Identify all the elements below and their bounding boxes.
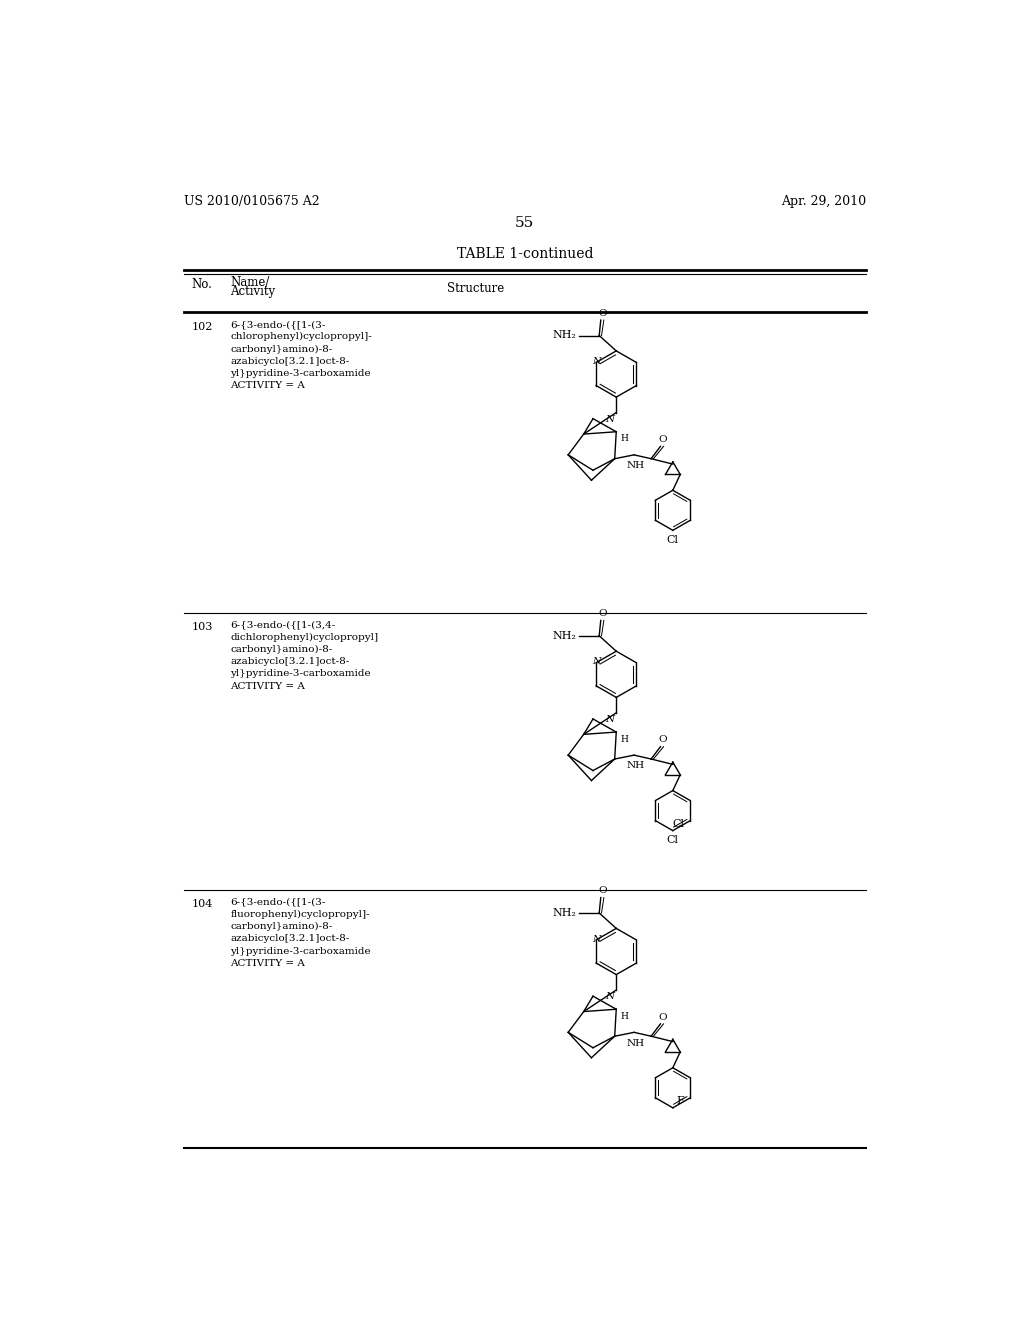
Text: O: O bbox=[598, 609, 606, 618]
Text: O: O bbox=[598, 309, 606, 318]
Text: NH: NH bbox=[627, 762, 645, 771]
Text: Activity: Activity bbox=[230, 285, 275, 298]
Text: O: O bbox=[658, 735, 667, 744]
Text: 55: 55 bbox=[515, 216, 535, 230]
Text: Name/: Name/ bbox=[230, 276, 269, 289]
Text: 6-{3-endo-({[1-(3-
chlorophenyl)cyclopropyl]-
carbonyl}amino)-8-
azabicyclo[3.2.: 6-{3-endo-({[1-(3- chlorophenyl)cyclopro… bbox=[230, 321, 372, 391]
Text: N: N bbox=[605, 993, 614, 1002]
Text: No.: No. bbox=[191, 277, 212, 290]
Text: O: O bbox=[658, 436, 667, 444]
Text: Cl: Cl bbox=[667, 535, 679, 545]
Text: NH: NH bbox=[627, 1039, 645, 1048]
Text: 6-{3-endo-({[1-(3,4-
dichlorophenyl)cyclopropyl]
carbonyl}amino)-8-
azabicyclo[3: 6-{3-endo-({[1-(3,4- dichlorophenyl)cycl… bbox=[230, 620, 379, 690]
Text: Cl: Cl bbox=[667, 836, 679, 845]
Text: 104: 104 bbox=[191, 899, 213, 909]
Text: F: F bbox=[676, 1096, 684, 1106]
Text: Structure: Structure bbox=[447, 282, 505, 296]
Text: NH: NH bbox=[627, 461, 645, 470]
Text: Apr. 29, 2010: Apr. 29, 2010 bbox=[780, 195, 866, 209]
Text: Cl: Cl bbox=[672, 818, 684, 829]
Text: O: O bbox=[598, 886, 606, 895]
Text: H: H bbox=[621, 1012, 629, 1020]
Text: 102: 102 bbox=[191, 322, 213, 331]
Text: N: N bbox=[593, 935, 601, 944]
Text: 103: 103 bbox=[191, 622, 213, 632]
Text: US 2010/0105675 A2: US 2010/0105675 A2 bbox=[183, 195, 319, 209]
Text: O: O bbox=[658, 1012, 667, 1022]
Text: N: N bbox=[605, 414, 614, 424]
Text: NH₂: NH₂ bbox=[552, 631, 575, 640]
Text: N: N bbox=[593, 657, 601, 667]
Text: TABLE 1-continued: TABLE 1-continued bbox=[457, 247, 593, 261]
Text: NH₂: NH₂ bbox=[552, 330, 575, 341]
Text: 6-{3-endo-({[1-(3-
fluorophenyl)cyclopropyl]-
carbonyl}amino)-8-
azabicyclo[3.2.: 6-{3-endo-({[1-(3- fluorophenyl)cyclopro… bbox=[230, 898, 371, 968]
Text: N: N bbox=[605, 715, 614, 725]
Text: H: H bbox=[621, 735, 629, 743]
Text: NH₂: NH₂ bbox=[552, 908, 575, 917]
Text: H: H bbox=[621, 434, 629, 444]
Text: N: N bbox=[593, 358, 601, 366]
